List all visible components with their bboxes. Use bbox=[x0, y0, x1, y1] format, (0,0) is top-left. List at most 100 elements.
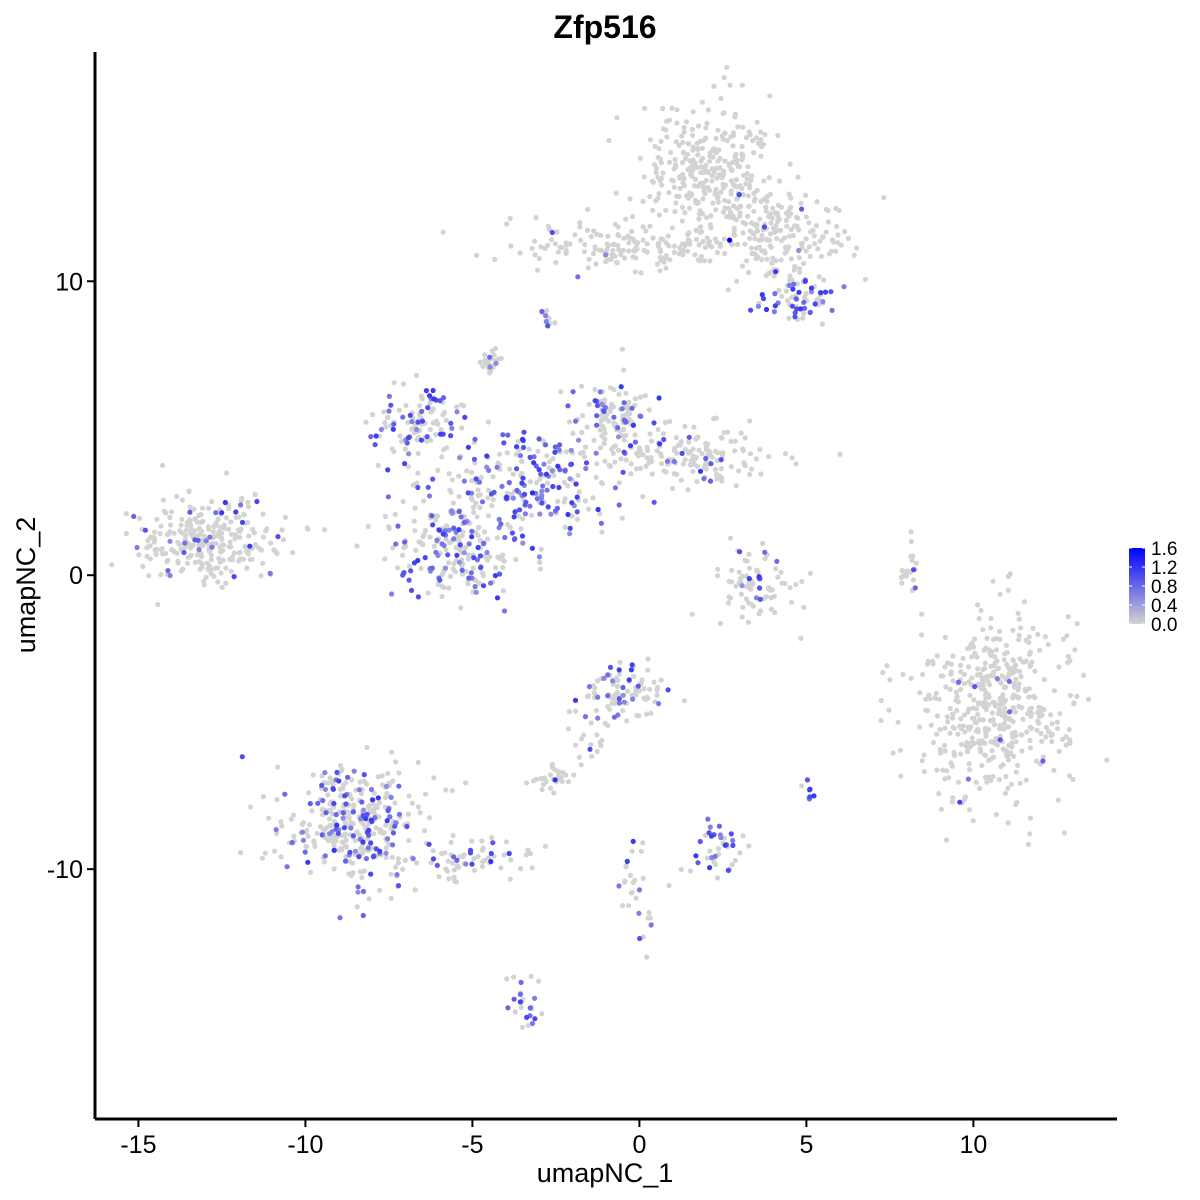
scatter-point bbox=[479, 570, 485, 576]
scatter-point bbox=[434, 537, 440, 543]
scatter-point bbox=[1013, 732, 1019, 739]
scatter-point bbox=[557, 442, 563, 448]
scatter-point bbox=[740, 448, 746, 454]
scatter-point bbox=[474, 514, 480, 520]
scatter-point bbox=[775, 574, 781, 580]
scatter-point bbox=[405, 419, 411, 425]
scatter-point bbox=[1054, 725, 1060, 732]
scatter-point bbox=[966, 679, 972, 685]
scatter-point bbox=[658, 236, 664, 242]
scatter-point bbox=[454, 404, 460, 410]
scatter-point bbox=[1005, 785, 1011, 792]
scatter-point bbox=[569, 500, 575, 506]
scatter-point bbox=[890, 750, 896, 756]
scatter-point bbox=[820, 234, 826, 240]
scatter-point bbox=[350, 870, 356, 876]
scatter-point bbox=[367, 803, 373, 809]
scatter-point bbox=[1043, 734, 1049, 740]
scatter-point bbox=[725, 287, 731, 293]
scatter-point bbox=[222, 499, 228, 506]
scatter-point bbox=[739, 583, 745, 589]
scatter-point bbox=[368, 840, 374, 846]
scatter-point bbox=[419, 408, 425, 414]
scatter-point bbox=[1010, 704, 1017, 711]
scatter-point bbox=[705, 170, 712, 176]
scatter-point bbox=[951, 749, 957, 756]
scatter-point bbox=[565, 779, 572, 785]
scatter-point bbox=[500, 552, 506, 558]
scatter-point bbox=[351, 768, 357, 774]
scatter-point bbox=[627, 872, 634, 879]
scatter-point bbox=[273, 827, 279, 833]
scatter-point bbox=[306, 790, 312, 796]
scatter-point bbox=[487, 354, 493, 360]
scatter-point bbox=[439, 541, 445, 547]
scatter-point bbox=[1025, 841, 1032, 848]
scatter-point bbox=[536, 436, 542, 442]
scatter-point bbox=[584, 227, 591, 233]
scatter-point bbox=[519, 480, 525, 486]
scatter-point bbox=[733, 483, 739, 489]
scatter-point bbox=[630, 838, 636, 845]
scatter-point bbox=[1086, 696, 1092, 702]
scatter-point bbox=[1027, 831, 1033, 837]
scatter-point bbox=[739, 82, 745, 88]
scatter-point bbox=[284, 864, 290, 870]
scatter-point bbox=[479, 499, 486, 505]
scatter-point bbox=[740, 124, 746, 130]
scatter-point bbox=[489, 503, 495, 509]
scatter-point bbox=[456, 473, 462, 479]
scatter-point bbox=[574, 494, 580, 500]
scatter-point bbox=[712, 448, 719, 454]
scatter-point bbox=[504, 450, 510, 456]
scatter-point bbox=[714, 195, 721, 201]
scatter-point bbox=[543, 778, 549, 785]
scatter-point bbox=[393, 864, 399, 870]
scatter-point bbox=[443, 547, 449, 553]
scatter-point bbox=[184, 560, 191, 567]
scatter-point bbox=[808, 289, 815, 295]
scatter-point bbox=[197, 566, 203, 572]
scatter-point bbox=[352, 848, 359, 854]
scatter-point bbox=[1021, 599, 1027, 605]
scatter-point bbox=[986, 726, 992, 733]
scatter-point bbox=[418, 565, 424, 571]
scatter-point bbox=[707, 478, 714, 484]
scatter-point bbox=[663, 253, 669, 259]
scatter-point bbox=[534, 480, 540, 486]
scatter-point bbox=[573, 742, 579, 748]
scatter-point bbox=[508, 243, 514, 249]
scatter-point bbox=[260, 794, 266, 800]
scatter-point bbox=[466, 552, 472, 558]
scatter-point bbox=[757, 596, 763, 603]
scatter-point bbox=[425, 590, 431, 596]
scatter-point bbox=[529, 545, 536, 551]
scatter-point bbox=[244, 520, 251, 526]
scatter-point bbox=[575, 472, 581, 478]
scatter-point bbox=[699, 451, 705, 457]
scatter-point bbox=[223, 565, 229, 571]
scatter-point bbox=[1071, 700, 1077, 706]
scatter-point bbox=[1000, 700, 1007, 706]
scatter-point bbox=[989, 648, 995, 655]
scatter-point bbox=[418, 437, 424, 443]
scatter-point bbox=[742, 241, 748, 247]
scatter-point bbox=[703, 460, 709, 467]
scatter-point bbox=[638, 413, 644, 419]
scatter-point bbox=[554, 505, 561, 511]
scatter-point bbox=[651, 679, 657, 685]
scatter-point bbox=[588, 742, 594, 748]
scatter-point bbox=[1032, 695, 1038, 701]
scatter-point bbox=[640, 198, 646, 204]
scatter-point bbox=[319, 782, 325, 789]
scatter-point bbox=[593, 707, 600, 714]
scatter-point bbox=[1028, 705, 1034, 711]
scatter-point bbox=[702, 135, 709, 142]
scatter-point bbox=[340, 786, 346, 792]
scatter-point bbox=[956, 723, 963, 729]
scatter-point bbox=[686, 230, 692, 236]
scatter-point bbox=[670, 178, 677, 184]
scatter-point bbox=[428, 437, 434, 443]
scatter-point bbox=[878, 697, 884, 704]
scatter-point bbox=[615, 447, 622, 453]
